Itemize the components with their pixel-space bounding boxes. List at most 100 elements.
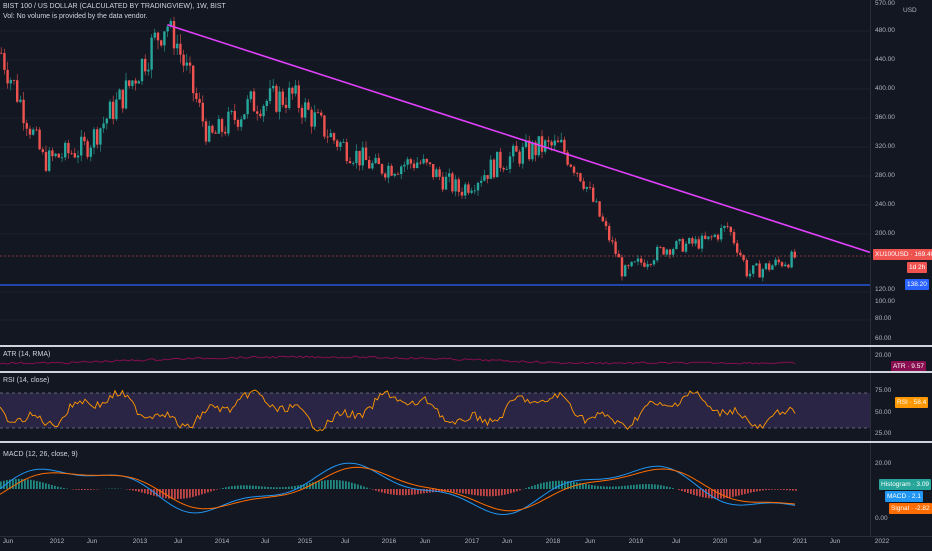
candle-body <box>454 179 456 191</box>
histogram-bar <box>543 483 545 489</box>
candle-body <box>486 175 488 179</box>
histogram-bar <box>192 489 194 497</box>
candle-body <box>771 265 773 269</box>
histogram-bar <box>405 489 407 495</box>
histogram-bar <box>657 485 659 489</box>
candle-body <box>35 130 37 131</box>
time-label: Jul <box>753 538 761 545</box>
rsi-pane[interactable]: RSI (14, close) 75.00 50.00 25.00 RSI · … <box>0 373 932 441</box>
histogram-bar <box>81 489 83 490</box>
atr-pane[interactable]: ATR (14, RMA) 20.00 ATR · 9.57 <box>0 347 932 371</box>
candle-body <box>416 163 418 168</box>
histogram-bar <box>750 489 752 493</box>
candle-body <box>432 164 434 177</box>
candle-body <box>224 132 226 134</box>
candle-body <box>675 241 677 249</box>
candle-body <box>3 53 5 70</box>
main-price-pane[interactable]: BIST 100 / US DOLLAR (CALCULATED BY TRAD… <box>0 0 932 345</box>
candle-body <box>480 181 482 183</box>
candle-body <box>560 140 562 142</box>
histogram-bar <box>48 484 50 489</box>
histogram-bar <box>513 489 515 492</box>
tick-120: 120.00 <box>875 286 895 293</box>
histogram-bar <box>546 482 548 489</box>
candle-body <box>163 31 165 45</box>
candle-body <box>22 100 24 123</box>
histogram-bar <box>492 489 494 496</box>
time-label: Jun <box>830 538 840 545</box>
histogram-bar <box>426 489 428 493</box>
candle-body <box>266 101 268 106</box>
candle-body <box>474 190 476 191</box>
candle-body <box>240 119 242 127</box>
candle-body <box>704 236 706 239</box>
candle-body <box>736 243 738 253</box>
histogram-bar <box>762 489 764 490</box>
candle-body <box>794 252 796 258</box>
candle-body <box>659 247 661 248</box>
candle-body <box>195 93 197 99</box>
candle-body <box>112 102 114 119</box>
candle-body <box>554 141 556 146</box>
candle-body <box>144 59 146 71</box>
histogram-bar <box>27 479 29 489</box>
price-plot[interactable] <box>0 0 870 345</box>
macd-histogram <box>0 479 797 499</box>
histogram-bar <box>663 486 665 489</box>
candle-body <box>518 152 520 164</box>
macd-pane[interactable]: MACD (12, 26, close, 9) 20.00 0.00 Histo… <box>0 443 932 536</box>
histogram-bar <box>792 489 794 491</box>
price-axis[interactable]: 570.00 USD 480.00 440.00 400.00 360.00 3… <box>870 0 932 345</box>
time-label: 2022 <box>875 538 889 545</box>
histogram-bar <box>678 489 680 490</box>
histogram-bar <box>378 489 380 492</box>
histogram-bar <box>129 489 131 490</box>
candle-body <box>304 102 306 117</box>
candle-body <box>733 232 735 243</box>
candle-body <box>32 130 34 135</box>
volume-note: Vol: No volume is provided by the data v… <box>3 13 147 20</box>
candle-body <box>550 142 552 146</box>
histogram-bar <box>132 489 134 490</box>
histogram-bar <box>591 485 593 489</box>
candle-body <box>774 260 776 266</box>
histogram-bar <box>249 485 251 489</box>
candle-body <box>262 106 264 116</box>
candle-body <box>701 236 703 249</box>
candle-body <box>154 33 156 38</box>
histogram-bar <box>381 489 383 492</box>
histogram-bar <box>495 489 497 496</box>
candle-body <box>477 183 479 191</box>
rsi-band <box>0 393 870 428</box>
candle-body <box>365 148 367 160</box>
candle-body <box>640 259 642 263</box>
histogram-bar <box>765 489 767 490</box>
candle-body <box>115 99 117 119</box>
histogram-bar <box>654 484 656 489</box>
histogram-bar <box>462 489 464 493</box>
histogram-bar <box>687 489 689 493</box>
histogram-bar <box>633 485 635 489</box>
atr-plot <box>0 347 870 371</box>
histogram-bar <box>411 489 413 495</box>
histogram-bar <box>621 486 623 489</box>
histogram-bar <box>498 489 500 496</box>
macd-tag: MACD · 2.1 <box>885 491 923 502</box>
histogram-bar <box>276 487 278 489</box>
histogram-bar <box>210 489 212 491</box>
histogram-bar <box>729 489 731 497</box>
candle-body <box>67 143 69 153</box>
histogram-bar <box>594 485 596 489</box>
candle-body <box>618 254 620 257</box>
candle-body <box>10 80 12 83</box>
candle-body <box>307 102 309 109</box>
time-label: 2016 <box>382 538 396 545</box>
candle-body <box>26 123 28 129</box>
histogram-bar <box>294 486 296 489</box>
histogram-bar <box>138 489 140 492</box>
histogram-bar <box>243 485 245 489</box>
time-label: Jun <box>3 538 13 545</box>
tick-80: 80.00 <box>875 315 891 322</box>
candle-body <box>611 240 613 241</box>
candle-body <box>717 235 719 240</box>
